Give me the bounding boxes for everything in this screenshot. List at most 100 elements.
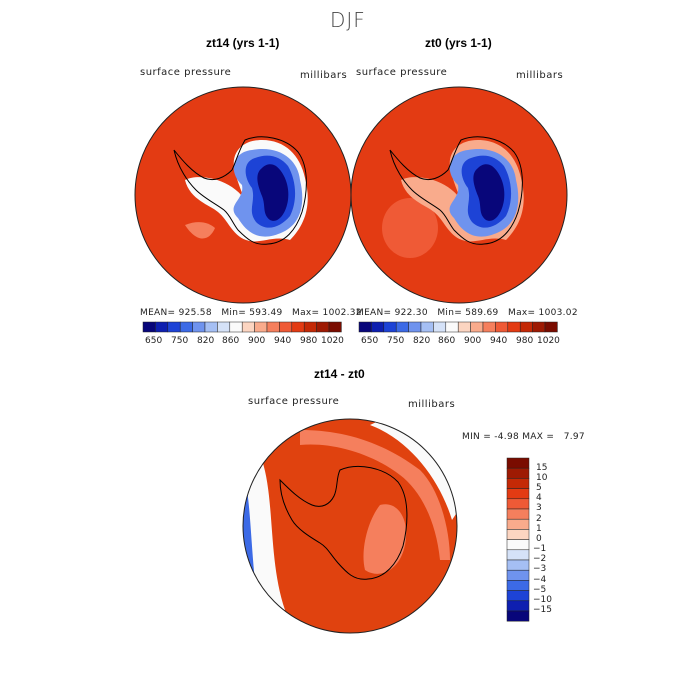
panel3-max-label: MAX = bbox=[522, 432, 555, 442]
cb1-tick: 980 bbox=[300, 336, 318, 346]
cb3-label: 5 bbox=[536, 483, 542, 493]
cb2-tick: 980 bbox=[516, 336, 534, 346]
cb3-label: −1 bbox=[533, 544, 547, 554]
colorbar-swatch bbox=[328, 321, 342, 333]
colorbar-swatch bbox=[303, 321, 317, 333]
colorbar-swatch bbox=[506, 549, 530, 561]
panel2-stats: MEAN= 922.30 Min= 589.69 Max= 1003.02 bbox=[356, 308, 578, 318]
colorbar-swatch bbox=[445, 321, 459, 333]
cb2-tick: 900 bbox=[464, 336, 482, 346]
cb1-tick: 900 bbox=[248, 336, 266, 346]
panel3-coastline bbox=[279, 465, 408, 580]
colorbar-swatch bbox=[506, 600, 530, 612]
colorbar-swatch bbox=[142, 321, 156, 333]
panel3-neutral-left bbox=[243, 460, 285, 620]
colorbar-swatch bbox=[544, 321, 558, 333]
cb2-tick: 750 bbox=[387, 336, 405, 346]
cb3-label: 15 bbox=[536, 463, 548, 473]
colorbar-swatch bbox=[229, 321, 243, 333]
cb1-tick: 940 bbox=[274, 336, 292, 346]
panel1-min-label: Min= bbox=[221, 308, 247, 318]
colorbar-swatch bbox=[179, 321, 193, 333]
cb2-tick: 940 bbox=[490, 336, 508, 346]
colorbar-swatch bbox=[316, 321, 330, 333]
colorbar-panel2 bbox=[358, 321, 558, 333]
panel3-title: zt14 - zt0 bbox=[314, 367, 365, 381]
colorbar-swatch bbox=[506, 467, 530, 479]
colorbar-swatch bbox=[217, 321, 231, 333]
panel3-weak-positive bbox=[300, 430, 450, 560]
panel1-mean-label: MEAN= bbox=[140, 308, 176, 318]
colorbar-swatch bbox=[457, 321, 471, 333]
panel2-variable-label: surface pressure bbox=[356, 67, 448, 78]
panel3-min-label: MIN = bbox=[462, 432, 492, 442]
panel2-max-label: Max= bbox=[508, 308, 536, 318]
cb3-label: −15 bbox=[533, 605, 552, 615]
cb2-tick: 1020 bbox=[537, 336, 560, 346]
colorbar-swatch bbox=[506, 508, 530, 520]
panel2-lighter-region bbox=[382, 198, 438, 258]
cb3-label: 10 bbox=[536, 473, 548, 483]
panel1-title: zt14 (yrs 1-1) bbox=[206, 36, 280, 50]
panel3-stats: MIN = -4.98 MAX = 7.97 bbox=[462, 432, 585, 442]
cb1-tick: 1020 bbox=[321, 336, 344, 346]
colorbar-swatch bbox=[241, 321, 255, 333]
panel1-variable-label: surface pressure bbox=[140, 67, 232, 78]
cb3-label: −10 bbox=[533, 595, 552, 605]
colorbar-swatch bbox=[482, 321, 496, 333]
colorbar-swatch bbox=[506, 478, 530, 489]
panel2-coastline bbox=[389, 136, 523, 245]
panel1-ocean-band bbox=[185, 222, 215, 239]
panel1-coastline bbox=[173, 136, 307, 245]
colorbar-swatch bbox=[506, 559, 530, 571]
panel1-max-value: 1002.32 bbox=[322, 308, 362, 318]
panel1-units-label: millibars bbox=[300, 70, 348, 81]
colorbar-swatch bbox=[470, 321, 484, 333]
colorbar-swatch bbox=[204, 321, 218, 333]
cb3-label: −4 bbox=[533, 575, 547, 585]
colorbar-panel1 bbox=[142, 321, 342, 333]
colorbar-swatch bbox=[279, 321, 293, 333]
panel1-antarctica-core bbox=[257, 164, 289, 221]
colorbar-swatch bbox=[371, 321, 385, 333]
panel1-min-value: 593.49 bbox=[249, 308, 283, 318]
colorbar-swatch bbox=[506, 569, 530, 581]
cb1-tick: 820 bbox=[197, 336, 215, 346]
cb1-tick: 750 bbox=[171, 336, 189, 346]
colorbar-swatch bbox=[519, 321, 533, 333]
panel2-title: zt0 (yrs 1-1) bbox=[425, 36, 492, 50]
colorbar-swatch bbox=[506, 610, 530, 622]
cb2-tick: 860 bbox=[438, 336, 456, 346]
colorbar-swatch bbox=[506, 518, 530, 530]
panel3-map bbox=[242, 418, 458, 634]
panel2-antarctica-core bbox=[473, 164, 505, 221]
panel1-map bbox=[134, 86, 352, 304]
panel2-map bbox=[350, 86, 568, 304]
cb3-label: 4 bbox=[536, 493, 542, 503]
cb3-label: −2 bbox=[533, 554, 547, 564]
colorbar-swatch bbox=[506, 498, 530, 510]
cb3-label: −3 bbox=[533, 564, 547, 574]
panel2-mean-label: MEAN= bbox=[356, 308, 392, 318]
cb3-label: 3 bbox=[536, 503, 542, 513]
cb3-label: 1 bbox=[536, 524, 542, 534]
colorbar-swatch bbox=[507, 321, 521, 333]
cb2-tick: 820 bbox=[413, 336, 431, 346]
cb3-label: −5 bbox=[533, 585, 547, 595]
panel2-mean-value: 922.30 bbox=[394, 308, 428, 318]
colorbar-swatch bbox=[506, 539, 530, 551]
panel2-units-label: millibars bbox=[516, 70, 564, 81]
colorbar-swatch bbox=[383, 321, 397, 333]
colorbar-swatch bbox=[506, 590, 530, 602]
colorbar-diff bbox=[506, 457, 530, 622]
colorbar-swatch bbox=[532, 321, 546, 333]
figure-title: DJF bbox=[330, 8, 366, 32]
colorbar-swatch bbox=[167, 321, 181, 333]
panel2-max-value: 1003.02 bbox=[538, 308, 578, 318]
cb3-label: 0 bbox=[536, 534, 542, 544]
panel3-max-value: 7.97 bbox=[563, 432, 585, 442]
colorbar-swatch bbox=[254, 321, 268, 333]
colorbar-swatch bbox=[266, 321, 280, 333]
panel1-stats: MEAN= 925.58 Min= 593.49 Max= 1002.32 bbox=[140, 308, 362, 318]
